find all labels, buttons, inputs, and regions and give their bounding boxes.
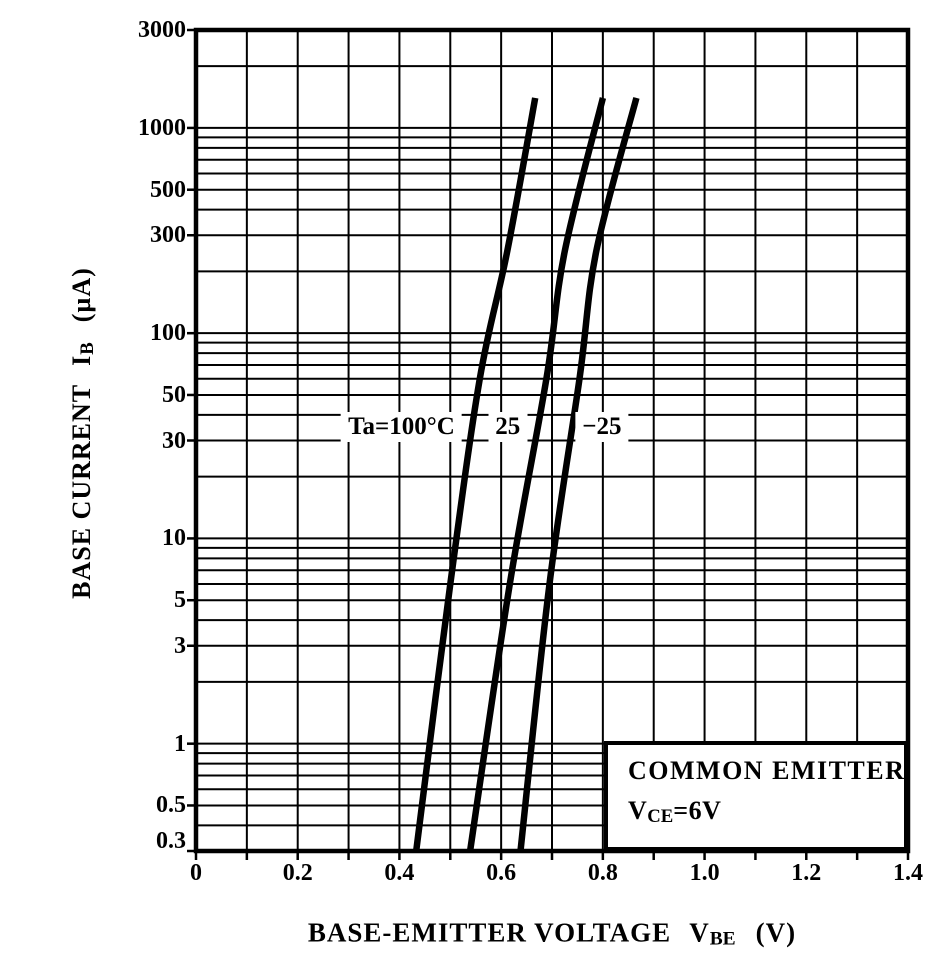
vce-value: =6V (673, 796, 722, 825)
y-tick-label: 30 (162, 427, 186, 454)
vce-symbol: V (628, 796, 648, 825)
y-axis-unit: (µA) (67, 267, 96, 323)
y-tick-label: 0.3 (156, 828, 186, 854)
curve-label-ta-100c: Ta=100°C (341, 411, 462, 442)
x-tick-label: 0.2 (282, 860, 313, 886)
x-axis-symbol-subscript: BE (709, 928, 736, 950)
y-axis-title: BASE CURRENT IB (µA) (67, 267, 99, 599)
conditions-box: COMMON EMITTER VCE=6V (604, 741, 908, 851)
y-axis-symbol-subscript: B (77, 342, 99, 355)
y-tick-label: 50 (162, 381, 186, 408)
vce-subscript: CE (647, 806, 674, 828)
x-axis-symbol: V (689, 917, 710, 948)
conditions-line2: VCE=6V (628, 795, 904, 830)
y-tick-label: 1000 (138, 114, 186, 141)
curve-Ta=-25C (517, 97, 640, 852)
x-axis-title-text: BASE-EMITTER VOLTAGE (307, 917, 672, 948)
x-axis-title: BASE-EMITTER VOLTAGE VBE (V) (307, 917, 797, 950)
x-tick-label: 0.8 (587, 860, 618, 886)
y-tick-label: 1 (174, 730, 186, 757)
x-tick-label: 1.0 (689, 860, 720, 886)
y-tick-label: 100 (150, 320, 186, 347)
x-tick-label: 1.4 (893, 860, 923, 886)
curve-label-ta-25c: 25 (488, 411, 528, 442)
y-tick-label: 3000 (138, 17, 186, 43)
plot-border (193, 27, 911, 854)
x-tick-label: 0 (190, 860, 202, 886)
y-tick-label: 500 (150, 176, 186, 203)
x-axis-unit: (V) (755, 917, 797, 948)
y-tick-label: 0.5 (156, 792, 186, 819)
y-tick-label: 3 (174, 632, 186, 659)
y-axis-symbol: I (67, 354, 96, 366)
y-axis-title-text: BASE CURRENT (67, 383, 96, 599)
y-tick-label: 300 (150, 222, 186, 249)
x-tick-label: 0.4 (384, 860, 415, 886)
x-tick-label: 1.2 (791, 860, 822, 886)
conditions-line1: COMMON EMITTER (628, 756, 906, 785)
curve-label-ta-minus25c: −25 (575, 411, 629, 442)
curve-Ta=25C (466, 97, 607, 852)
curve-Ta=100C (412, 97, 539, 852)
y-tick-label: 5 (174, 587, 186, 614)
x-tick-label: 0.6 (486, 860, 517, 886)
y-tick-label: 10 (162, 525, 186, 552)
